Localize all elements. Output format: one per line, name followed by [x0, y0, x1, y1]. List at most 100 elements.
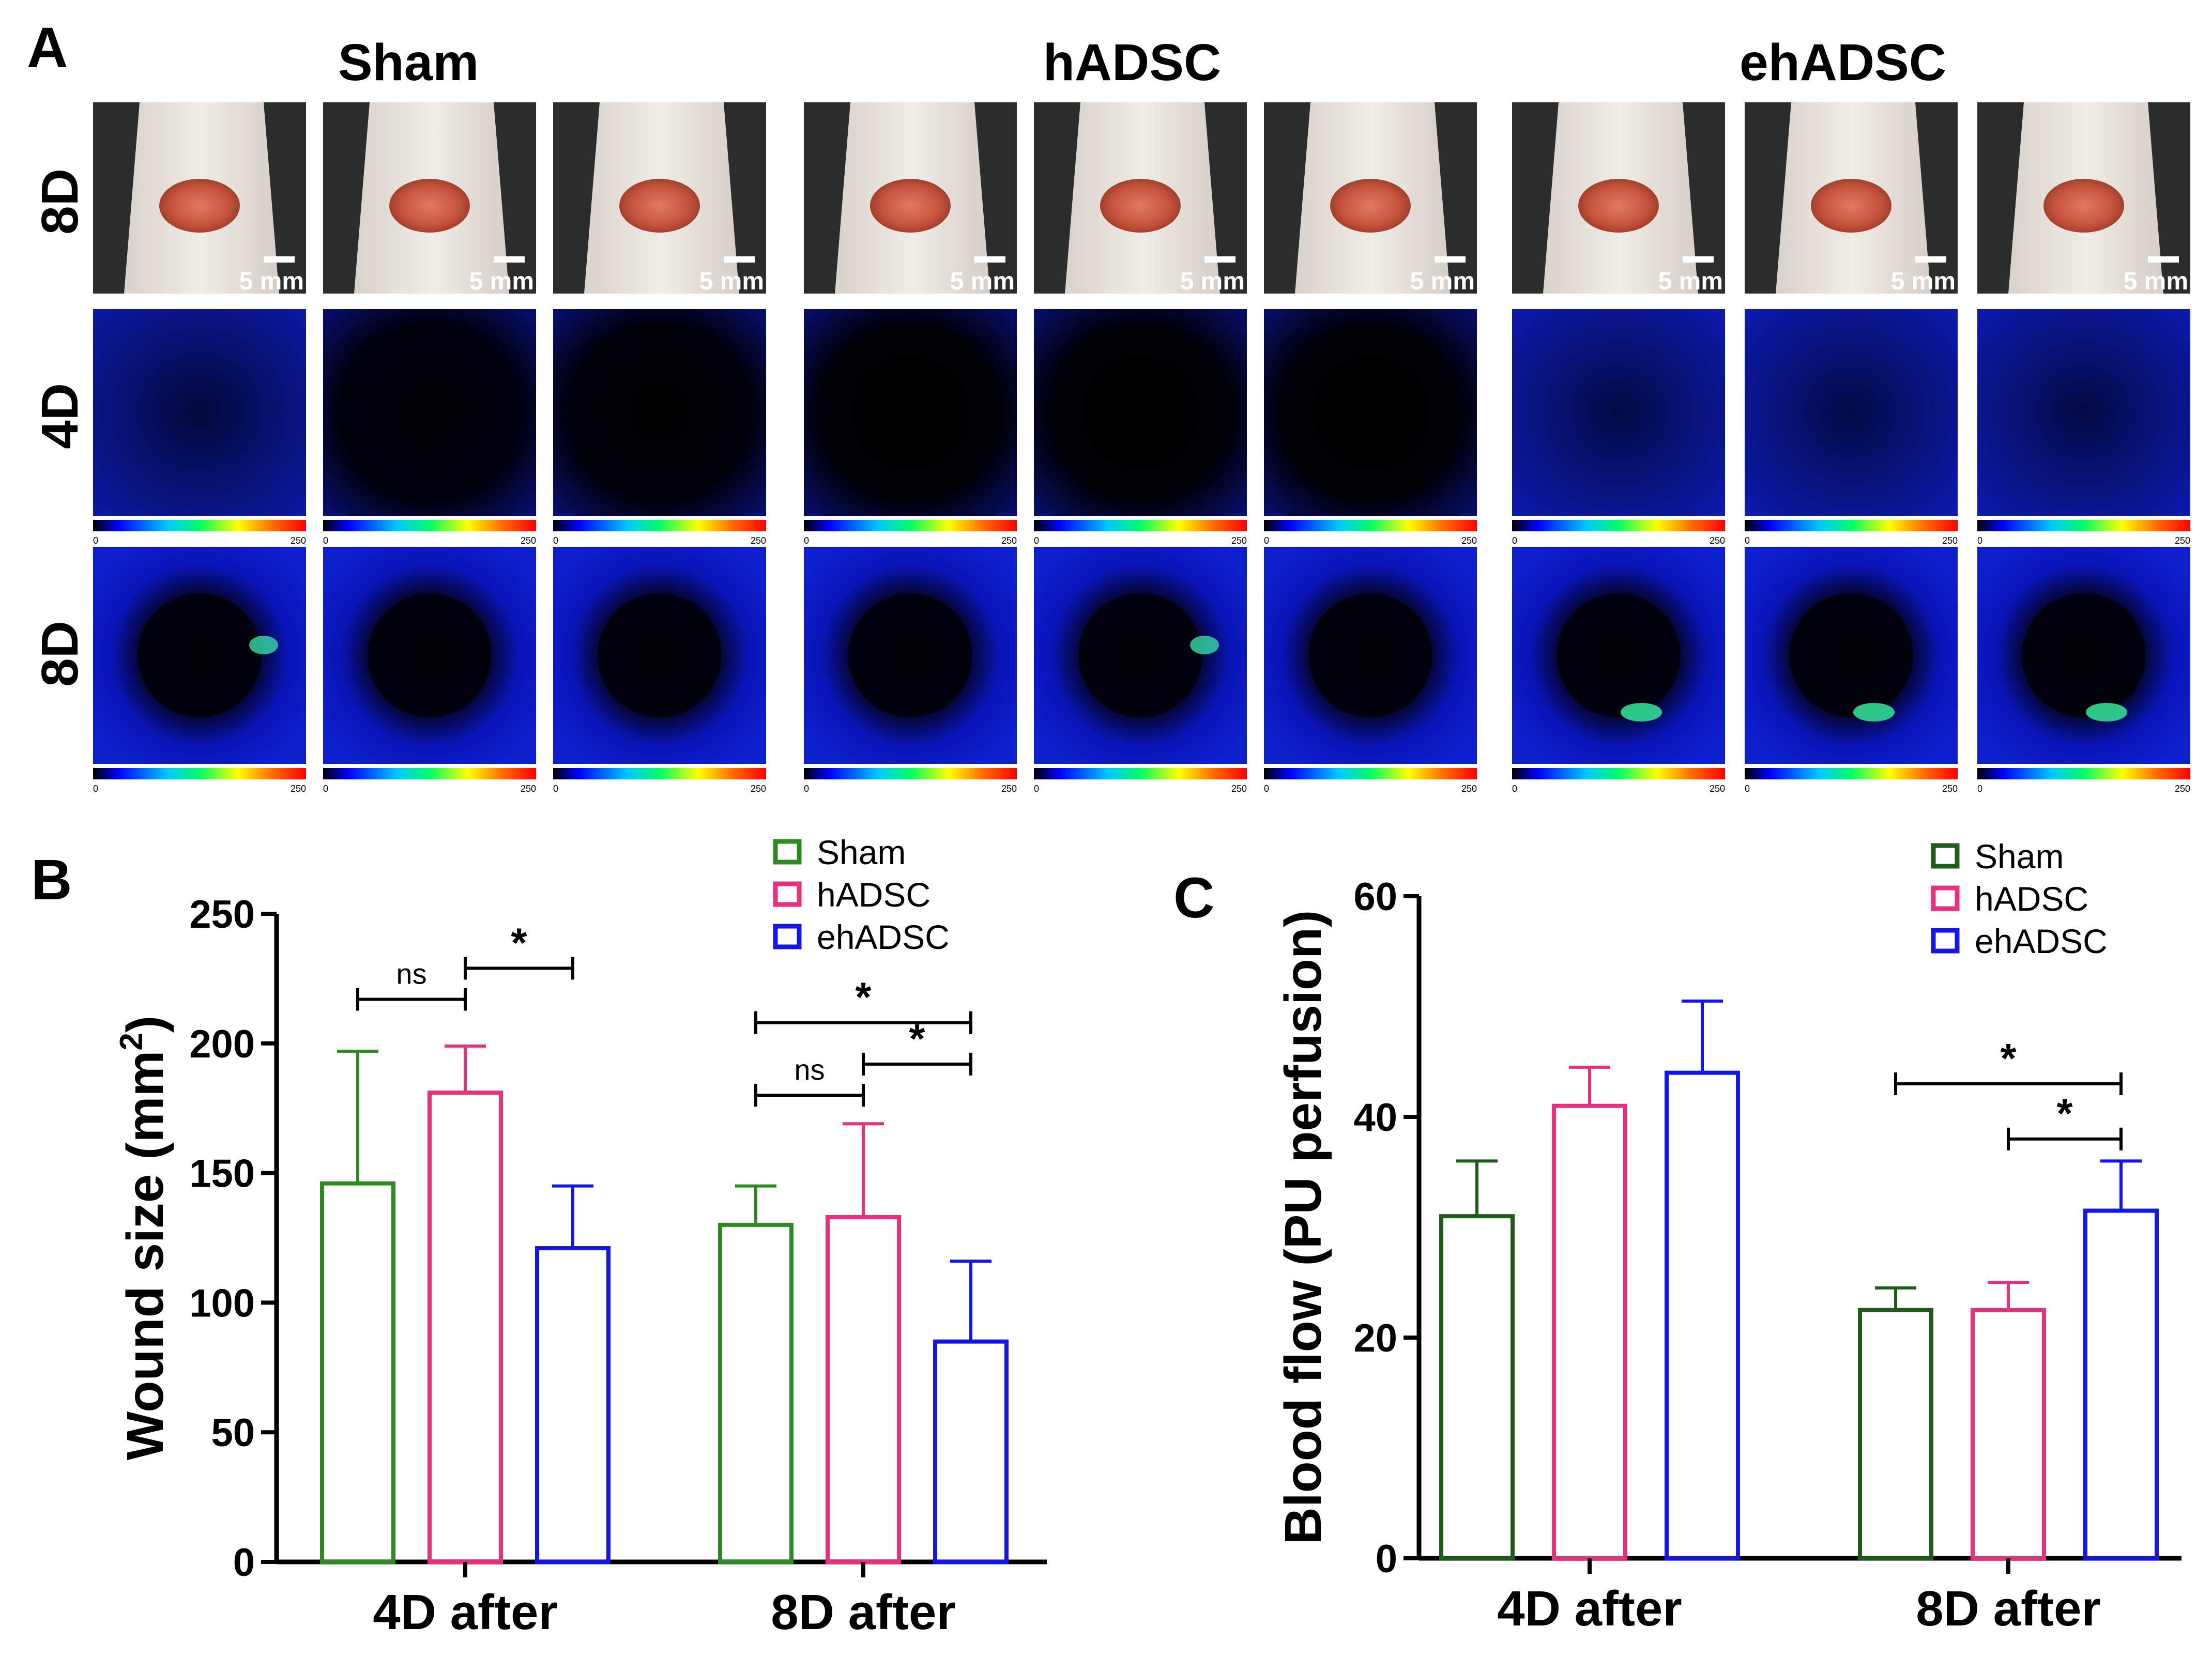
- group-title-1: hADSC: [1043, 34, 1221, 91]
- flow-map-wound-center: [1308, 593, 1432, 717]
- colorbar: [93, 768, 306, 779]
- colorbar-min-label: 0: [1745, 535, 1750, 546]
- image-cell-r0-c7: 5 mm: [1745, 102, 1958, 295]
- significance-bracket: ns: [356, 958, 467, 1011]
- bar-hADSC-1: [826, 1215, 901, 1564]
- scale-bar: [2148, 256, 2179, 263]
- bar-ehADSC-1: [933, 1339, 1009, 1564]
- image-cell-r2-c7: 0 250: [1745, 547, 1958, 794]
- image-cell-r2-c6: 0 250: [1512, 547, 1725, 794]
- image-cell-r1-c2: 0 250: [553, 309, 766, 546]
- colorbar-max-label: 250: [751, 784, 766, 794]
- legend-label-ehADSC: ehADSC: [1975, 922, 2108, 960]
- colorbar: [1977, 520, 2190, 531]
- flow-map: [804, 309, 1017, 516]
- wound-area: [1811, 179, 1891, 233]
- legend-label-Sham: Sham: [817, 833, 906, 871]
- colorbar-min-label: 0: [323, 535, 328, 546]
- flow-hotspot: [1621, 703, 1662, 722]
- colorbar-min-label: 0: [804, 784, 809, 794]
- legend-label-hADSC: hADSC: [817, 876, 930, 914]
- wound-area: [2043, 179, 2124, 233]
- colorbar-max-label: 250: [521, 784, 536, 794]
- image-cell-r1-c7: 0 250: [1745, 309, 1958, 546]
- significance-label: *: [855, 974, 872, 1020]
- flow-map-wound-center: [138, 593, 262, 717]
- scale-bar-label: 5 mm: [239, 268, 304, 295]
- flow-map-wound-center: [598, 593, 722, 717]
- image-cell-r1-c4: 0 250: [1034, 309, 1247, 546]
- image-cell-r0-c1: 5 mm: [323, 102, 536, 295]
- colorbar-min-label: 0: [804, 535, 809, 546]
- flow-map-wound-center: [1078, 593, 1202, 717]
- bar-ehADSC-0: [1665, 1070, 1740, 1561]
- colorbar-min-label: 0: [1034, 535, 1039, 546]
- image-cell-r2-c0: 0 250: [93, 547, 306, 794]
- colorbar: [553, 520, 766, 531]
- colorbar-min-label: 0: [553, 784, 558, 794]
- y-tick-label: 250: [189, 893, 255, 937]
- scale-bar-label: 5 mm: [1180, 268, 1245, 295]
- scale-bar-label: 5 mm: [1410, 268, 1475, 295]
- flow-map: [1512, 309, 1725, 516]
- wound-area: [159, 179, 240, 233]
- flow-map: [1977, 309, 2190, 516]
- colorbar: [1745, 520, 1958, 531]
- y-tick-label: 100: [189, 1281, 255, 1325]
- scale-bar-label: 5 mm: [469, 268, 534, 295]
- colorbar-max-label: 250: [751, 535, 766, 546]
- colorbar-min-label: 0: [1264, 784, 1269, 794]
- flow-map: [1264, 309, 1477, 516]
- image-cell-r2-c8: 0 250: [1977, 547, 2190, 794]
- scale-bar: [264, 256, 295, 263]
- significance-label: *: [2000, 1035, 2017, 1081]
- image-cell-r0-c4: 5 mm: [1034, 102, 1247, 295]
- scale-bar: [1435, 256, 1466, 263]
- legend-swatch-hADSC: [773, 881, 802, 907]
- bar-Sham-1: [718, 1222, 794, 1564]
- x-tick-label: 8D after: [1916, 1581, 2100, 1636]
- panel-label: C: [1173, 866, 1214, 930]
- colorbar-min-label: 0: [1512, 784, 1517, 794]
- image-cell-r0-c5: 5 mm: [1264, 102, 1477, 295]
- colorbar-max-label: 250: [2175, 784, 2190, 794]
- scale-bar-label: 5 mm: [699, 268, 764, 295]
- colorbar: [1264, 520, 1477, 531]
- x-tick-label: 4D after: [373, 1585, 557, 1640]
- significance-label: *: [2056, 1091, 2073, 1137]
- image-cell-r2-c3: 0 250: [804, 547, 1017, 794]
- chart-c-blood-flow: C 0 20 40 60 Blood flow (PU perfusion) 4D afte…: [1173, 837, 2182, 1636]
- x-tick-label: 8D after: [771, 1585, 955, 1640]
- image-cell-r0-c6: 5 mm: [1512, 102, 1725, 295]
- wound-area: [1578, 179, 1659, 233]
- legend-label-Sham: Sham: [1975, 837, 2064, 876]
- significance-bracket: *: [862, 1016, 972, 1076]
- image-cell-r0-c3: 5 mm: [804, 102, 1017, 295]
- scale-bar: [1915, 256, 1946, 263]
- image-cell-r1-c3: 0 250: [804, 309, 1017, 546]
- significance-bracket: ns: [754, 1053, 865, 1107]
- colorbar-min-label: 0: [1264, 535, 1269, 546]
- bar-Sham-0: [320, 1181, 395, 1564]
- chart-b-wound-size: B 0 50 100 150 200 250 Wound size (mm2) 4D after…: [31, 833, 1047, 1640]
- bar-hADSC-0: [428, 1091, 503, 1564]
- colorbar: [323, 768, 536, 779]
- colorbar-min-label: 0: [1745, 784, 1750, 794]
- colorbar-max-label: 250: [1001, 784, 1017, 794]
- significance-label: ns: [794, 1053, 825, 1086]
- scale-bar: [1683, 256, 1714, 263]
- legend-label-hADSC: hADSC: [1975, 880, 2088, 918]
- colorbar-min-label: 0: [553, 535, 558, 546]
- colorbar: [93, 520, 306, 531]
- colorbar: [323, 520, 536, 531]
- flow-hotspot: [249, 636, 278, 654]
- row-label-0: 8D: [31, 168, 89, 235]
- colorbar: [804, 768, 1017, 779]
- y-tick-label: 20: [1353, 1316, 1397, 1360]
- scale-bar: [724, 256, 755, 263]
- colorbar-min-label: 0: [1977, 535, 1982, 546]
- scale-bar-label: 5 mm: [950, 268, 1015, 295]
- colorbar-max-label: 250: [1942, 784, 1958, 794]
- image-cell-r2-c5: 0 250: [1264, 547, 1477, 794]
